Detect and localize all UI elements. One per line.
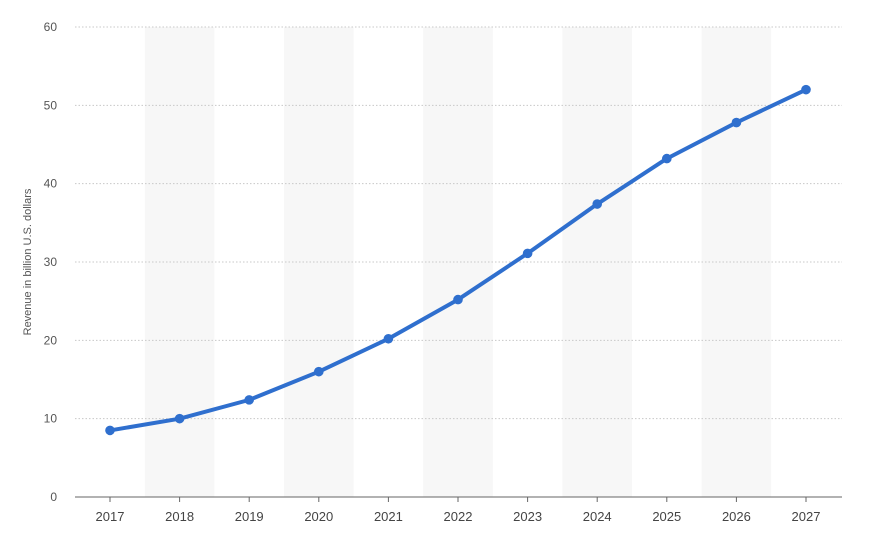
y-tick-label-10: 10 <box>44 412 58 426</box>
band-2018 <box>144 27 215 497</box>
point-2025[interactable] <box>662 153 672 164</box>
x-tick-label-2022: 2022 <box>444 509 473 524</box>
x-tick-label-2017: 2017 <box>96 509 125 524</box>
x-axis-ticks: 2017 2018 2019 2020 2021 2022 2023 2024 2025 2026… <box>96 497 821 524</box>
point-2024[interactable] <box>592 199 602 209</box>
point-2021[interactable] <box>383 333 394 344</box>
y-tick-label-20: 20 <box>44 333 58 347</box>
x-tick-label-2019: 2019 <box>235 509 264 524</box>
x-tick-label-2021: 2021 <box>374 509 403 524</box>
band-2020 <box>284 27 354 497</box>
y-tick-label-0: 0 <box>50 490 57 504</box>
x-tick-label-2023: 2023 <box>513 509 542 524</box>
x-tick-label-2026: 2026 <box>722 509 751 524</box>
point-2026[interactable] <box>731 117 742 128</box>
point-2019[interactable] <box>244 395 254 405</box>
point-2027[interactable] <box>801 84 811 95</box>
y-tick-label-50: 50 <box>44 98 58 112</box>
point-2017[interactable] <box>105 425 115 436</box>
y-tick-label-30: 30 <box>44 255 58 269</box>
x-tick-label-2024: 2024 <box>583 509 612 524</box>
x-tick-label-2027: 2027 <box>792 509 821 524</box>
series-revenue <box>105 84 811 436</box>
x-tick-label-2025: 2025 <box>652 509 681 524</box>
y-tick-label-60: 60 <box>44 20 58 34</box>
point-2023[interactable] <box>522 248 533 259</box>
y-tick-label-40: 40 <box>44 177 58 191</box>
x-tick-label-2018: 2018 <box>165 509 194 524</box>
x-tick-label-2020: 2020 <box>304 509 333 524</box>
point-2018[interactable] <box>174 413 185 424</box>
point-2020[interactable] <box>314 366 324 377</box>
y-axis-ticks: 0 10 20 30 40 50 60 <box>44 20 58 504</box>
point-2022[interactable] <box>453 294 463 305</box>
y-axis-title: Revenue in billion U.S. dollars <box>22 188 34 335</box>
